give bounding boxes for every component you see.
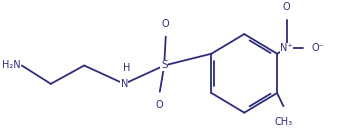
Text: N: N: [120, 79, 128, 89]
Text: O: O: [156, 100, 164, 110]
Text: O: O: [162, 19, 170, 29]
Text: O: O: [283, 2, 290, 12]
Text: CH₃: CH₃: [274, 117, 292, 127]
Text: O⁻: O⁻: [311, 43, 324, 53]
Text: H: H: [123, 63, 130, 73]
Text: N⁺: N⁺: [280, 43, 293, 53]
Text: H₂N: H₂N: [1, 61, 20, 70]
Text: S: S: [161, 61, 167, 70]
